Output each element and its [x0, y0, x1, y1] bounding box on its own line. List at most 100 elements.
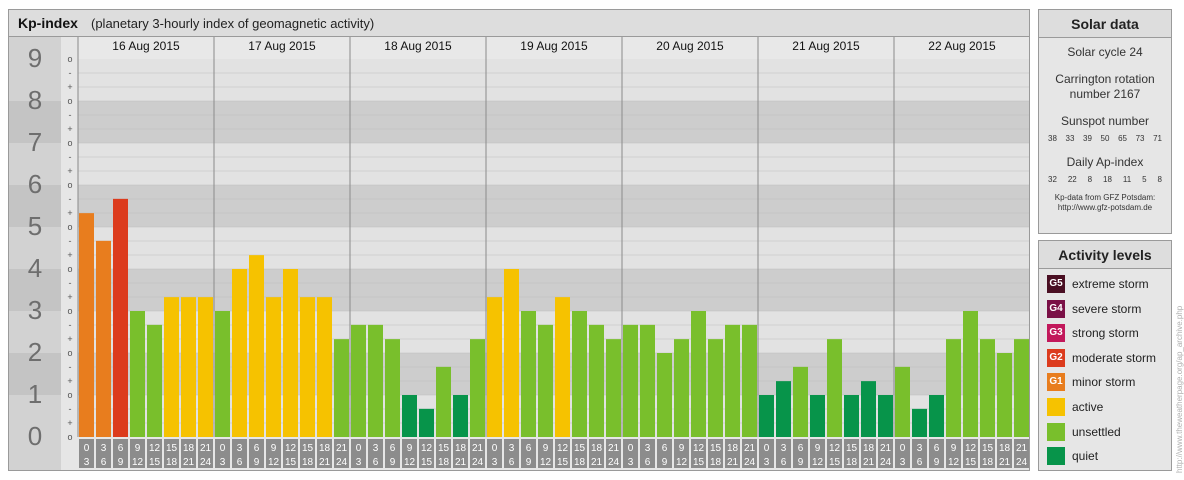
kp-bar — [317, 297, 332, 437]
hour-start-label: 18 — [319, 443, 331, 454]
solar-cycle: Solar cycle 24 — [1067, 45, 1143, 59]
hour-box — [589, 439, 604, 468]
y-subtick-label: o — [67, 54, 72, 64]
hour-box — [725, 439, 740, 468]
hour-start-label: 0 — [356, 443, 362, 454]
hour-start-label: 21 — [200, 443, 212, 454]
kp-bar — [929, 395, 944, 437]
activity-level-label: active — [1072, 400, 1104, 414]
hour-end-label: 15 — [965, 457, 977, 468]
activity-level-strong-storm: G3 strong storm — [1047, 324, 1139, 343]
hour-end-label: 15 — [285, 457, 297, 468]
activity-level-swatch: G4 — [1047, 299, 1065, 318]
hour-box — [708, 439, 723, 468]
y-subtick-label: o — [67, 432, 72, 442]
y-tick-label-2: 2 — [28, 337, 42, 367]
kp-bar — [351, 324, 366, 437]
y-subtick-label: + — [67, 124, 72, 134]
carrington-rotation-number: number 2167 — [1069, 87, 1141, 101]
source-link[interactable]: http://www.gfz-potsdam.de — [1057, 203, 1153, 212]
hour-end-label: 6 — [237, 457, 243, 468]
activity-level-swatch — [1047, 398, 1065, 416]
hour-box — [79, 439, 94, 468]
hour-end-label: 21 — [319, 457, 331, 468]
kp-bar — [147, 324, 162, 437]
kp-bar — [691, 311, 706, 437]
hour-end-label: 9 — [254, 457, 260, 468]
hour-box — [997, 439, 1012, 468]
y-subtick-label: o — [67, 390, 72, 400]
kp-bar — [300, 297, 315, 437]
activity-level-swatch — [1047, 447, 1065, 466]
kp-bar — [1014, 339, 1029, 437]
sunspot-number-3: 50 — [1100, 134, 1110, 143]
hour-box — [606, 439, 621, 468]
kp-bar — [436, 366, 451, 437]
hour-end-label: 3 — [900, 457, 906, 468]
chart-subtitle: (planetary 3-hourly index of geomagnetic… — [91, 16, 375, 31]
y-subtick-label: o — [67, 96, 72, 106]
kp-bar — [198, 297, 213, 437]
hour-box — [368, 439, 383, 468]
activity-level-active: active — [1047, 398, 1103, 416]
hour-end-label: 15 — [421, 457, 433, 468]
hour-box — [810, 439, 825, 468]
kp-bar — [674, 339, 689, 437]
y-axis-band — [9, 143, 61, 185]
ap-index-number-4: 11 — [1122, 175, 1132, 184]
activity-level-label: unsettled — [1072, 424, 1121, 439]
hour-start-label: 6 — [390, 443, 396, 454]
kp-bar — [776, 381, 791, 437]
kp-bar — [419, 408, 434, 437]
hour-end-label: 21 — [727, 457, 739, 468]
hour-end-label: 21 — [999, 457, 1011, 468]
y-tick-label-4: 4 — [28, 253, 42, 283]
hour-box — [980, 439, 995, 468]
hour-box — [334, 439, 349, 468]
y-subtick-label: - — [69, 152, 72, 162]
y-subtick-label: o — [67, 348, 72, 358]
hour-end-label: 6 — [101, 457, 107, 468]
hour-end-label: 21 — [863, 457, 875, 468]
hour-box — [776, 439, 791, 468]
kp-bar — [164, 297, 179, 437]
credit-url: http://www.theweatherpage.org/ap_archive… — [1175, 305, 1184, 473]
hour-end-label: 18 — [574, 457, 586, 468]
hour-box — [147, 439, 162, 468]
hour-end-label: 24 — [608, 457, 620, 468]
hour-box — [198, 439, 213, 468]
kp-bar — [470, 339, 485, 437]
hour-start-label: 6 — [118, 443, 124, 454]
y-axis-band — [9, 59, 61, 101]
hour-box — [419, 439, 434, 468]
hour-start-label: 15 — [166, 443, 178, 454]
y-subtick-label: - — [69, 194, 72, 204]
hour-end-label: 18 — [846, 457, 858, 468]
hour-box — [130, 439, 145, 468]
day-label: 18 Aug 2015 — [384, 39, 452, 53]
hour-box — [181, 439, 196, 468]
hour-start-label: 15 — [710, 443, 722, 454]
hour-start-label: 21 — [880, 443, 892, 454]
hour-box — [555, 439, 570, 468]
hour-start-label: 15 — [438, 443, 450, 454]
hour-end-label: 12 — [404, 457, 416, 468]
y-subtick-label: o — [67, 180, 72, 190]
hour-box — [946, 439, 961, 468]
activity-level-label: quiet — [1072, 449, 1099, 464]
ap-index-title: Daily Ap-index — [1066, 155, 1144, 169]
hour-start-label: 12 — [149, 443, 161, 454]
kp-bar — [640, 324, 655, 437]
day-label: 16 Aug 2015 — [112, 39, 180, 53]
hour-end-label: 15 — [693, 457, 705, 468]
hour-start-label: 3 — [237, 443, 243, 454]
kp-bar — [589, 324, 604, 437]
hour-start-label: 3 — [101, 443, 107, 454]
hour-start-label: 21 — [472, 443, 484, 454]
hour-box — [538, 439, 553, 468]
kp-bar — [79, 213, 94, 437]
ap-index-numbers: 32 22 8 18 11 5 8 — [1039, 175, 1171, 184]
hour-end-label: 12 — [132, 457, 144, 468]
plot-band — [78, 227, 1029, 269]
solar-data-title: Solar data — [1039, 10, 1171, 38]
